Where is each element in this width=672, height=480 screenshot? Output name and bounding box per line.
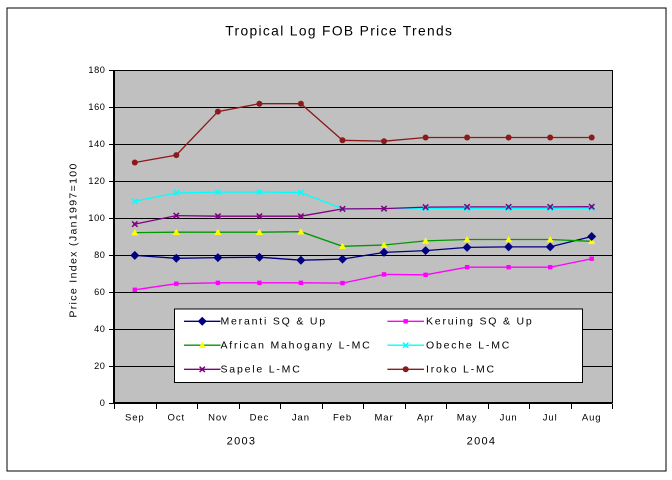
svg-text:Keruing SQ & Up: Keruing SQ & Up (426, 316, 534, 328)
svg-text:Price Index (Jan1997=100: Price Index (Jan1997=100 (68, 162, 80, 317)
svg-text:140: 140 (88, 139, 105, 149)
svg-text:Dec: Dec (250, 413, 270, 424)
svg-text:100: 100 (88, 213, 105, 223)
svg-text:Aug: Aug (582, 413, 602, 424)
svg-text:Apr: Apr (417, 413, 434, 424)
svg-text:Nov: Nov (208, 413, 228, 424)
svg-text:120: 120 (88, 176, 105, 186)
svg-text:0: 0 (100, 398, 106, 408)
svg-text:40: 40 (94, 324, 105, 334)
svg-text:Jun: Jun (500, 413, 518, 424)
svg-text:Feb: Feb (333, 413, 352, 424)
svg-text:Jan: Jan (292, 413, 310, 424)
svg-text:Sapele L-MC: Sapele L-MC (221, 364, 302, 376)
svg-text:2004: 2004 (467, 436, 497, 448)
svg-text:Sep: Sep (125, 413, 145, 424)
svg-text:60: 60 (94, 287, 105, 297)
svg-text:Jul: Jul (543, 413, 558, 424)
svg-text:80: 80 (94, 250, 105, 260)
svg-text:160: 160 (88, 102, 105, 112)
svg-text:Iroko L-MC: Iroko L-MC (426, 364, 496, 376)
svg-text:Meranti SQ & Up: Meranti SQ & Up (221, 316, 327, 328)
svg-text:Tropical Log FOB Price Trends: Tropical Log FOB Price Trends (225, 24, 453, 39)
svg-text:20: 20 (94, 361, 105, 371)
svg-text:Oct: Oct (168, 413, 185, 424)
svg-text:Mar: Mar (374, 413, 393, 424)
svg-text:180: 180 (88, 65, 105, 75)
svg-text:African Mahogany L-MC: African Mahogany L-MC (221, 339, 372, 351)
svg-text:2003: 2003 (227, 436, 257, 448)
svg-text:May: May (457, 413, 478, 424)
svg-text:Obeche L-MC: Obeche L-MC (426, 339, 511, 351)
